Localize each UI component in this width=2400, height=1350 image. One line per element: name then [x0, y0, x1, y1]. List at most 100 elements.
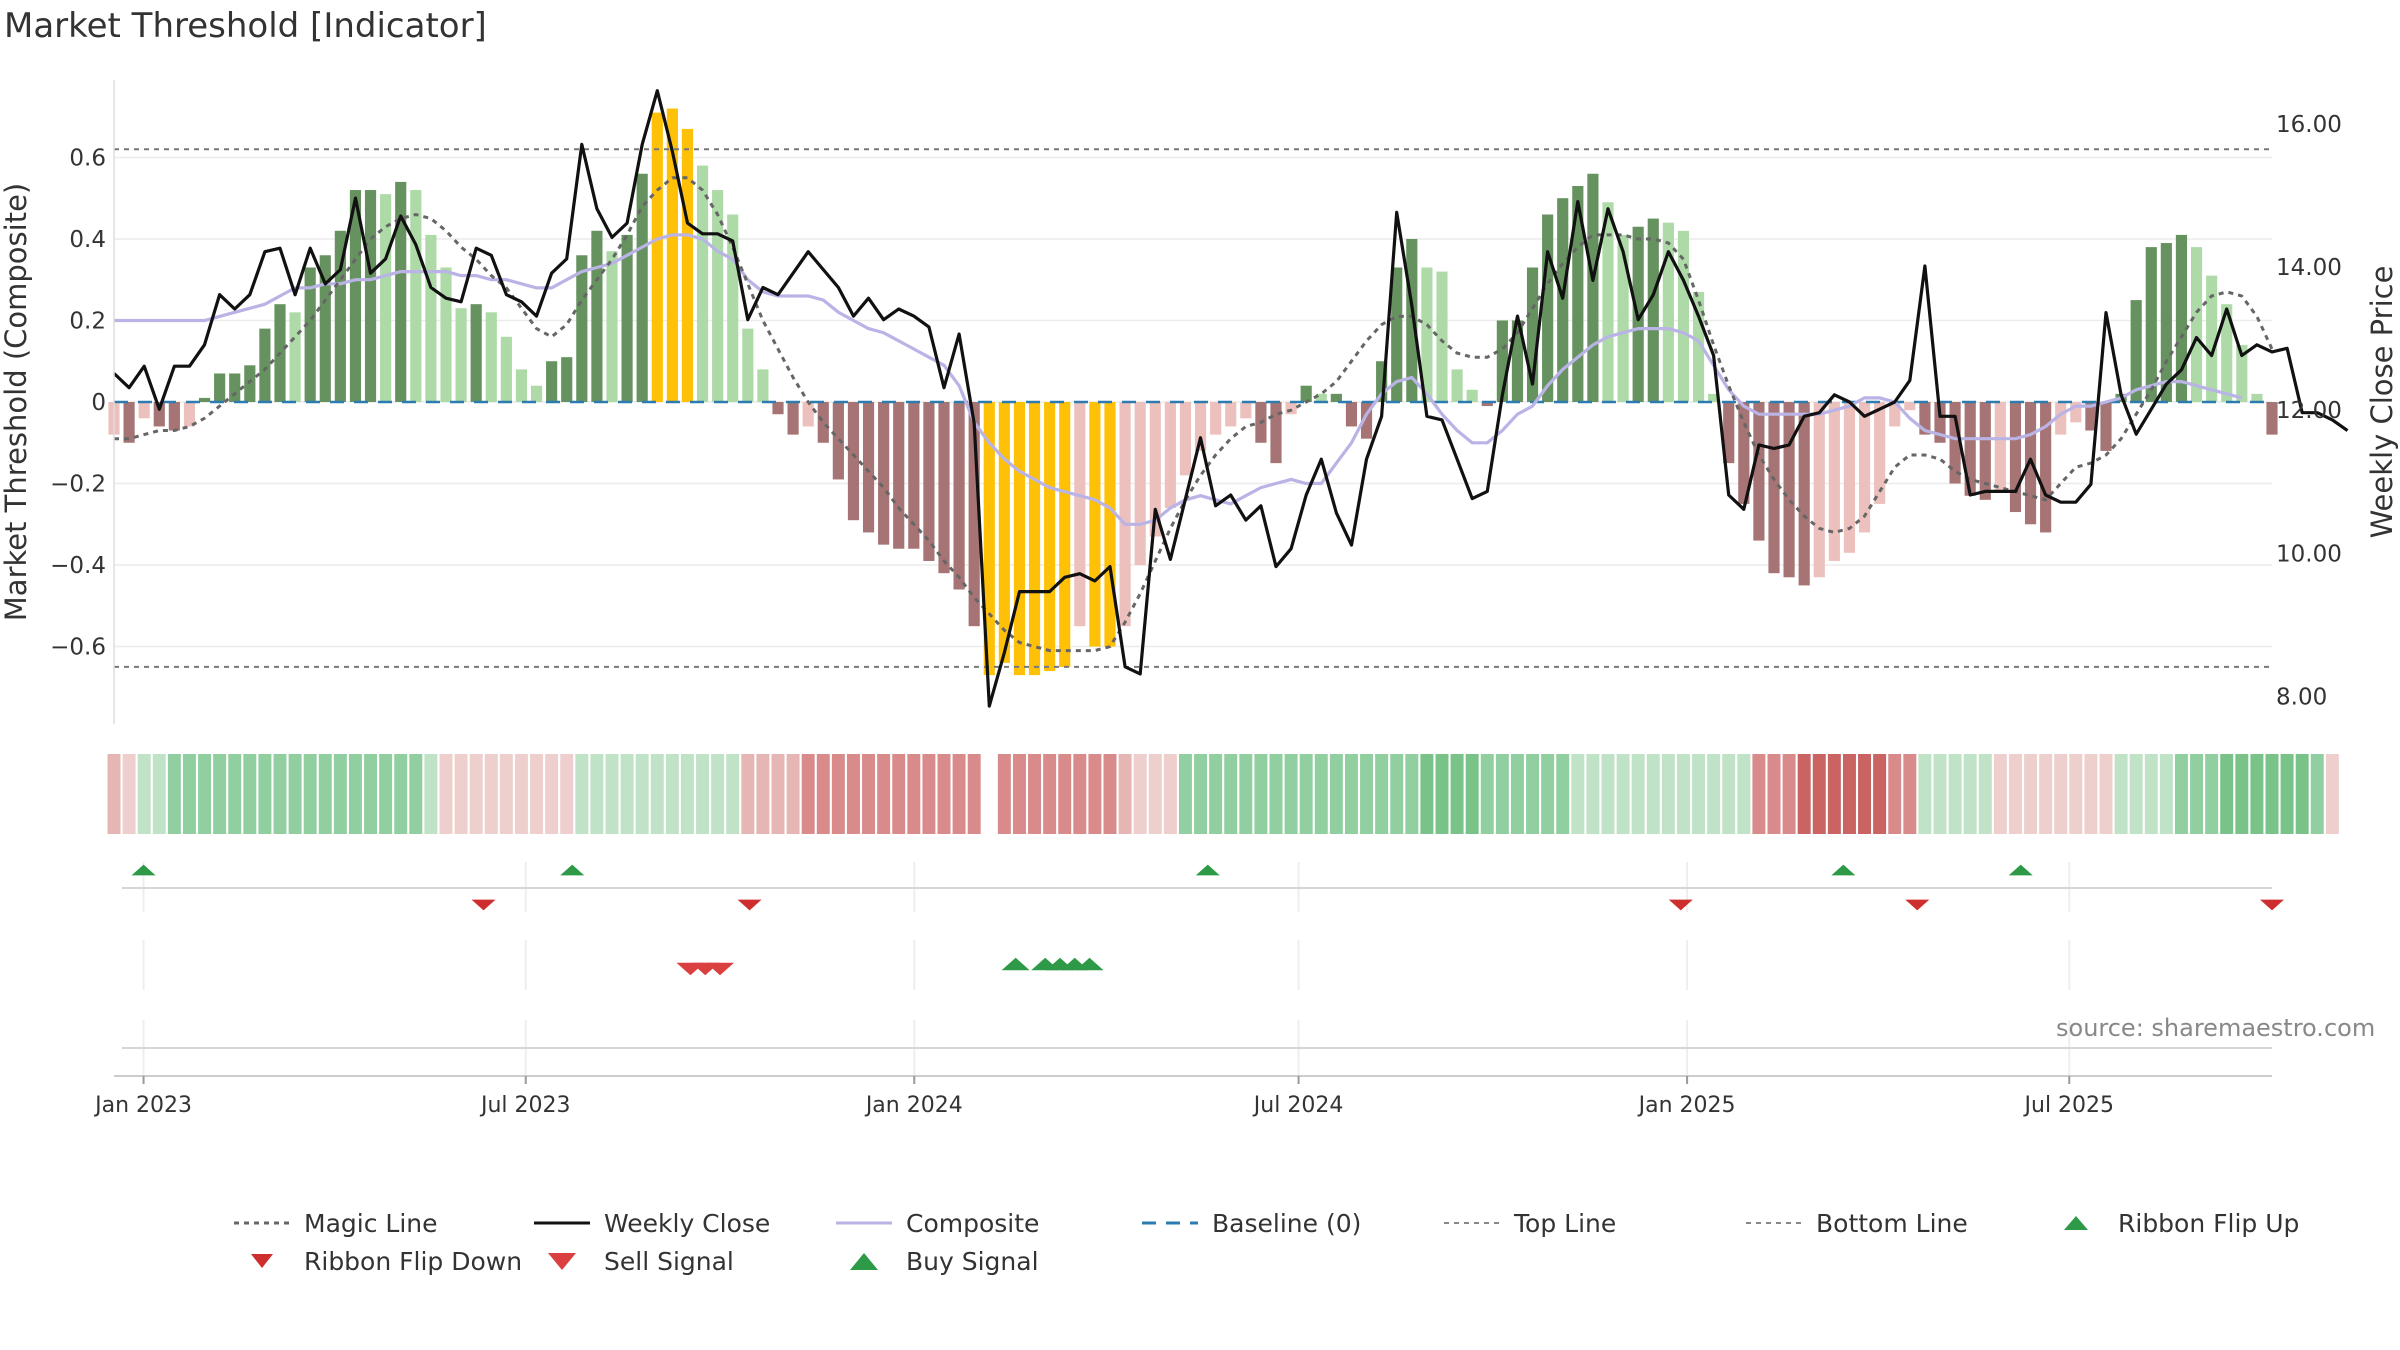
composite-bar: [2160, 243, 2172, 402]
ribbon-cell: [484, 754, 498, 834]
composite-bar: [470, 304, 482, 402]
composite-bar: [259, 328, 271, 402]
composite-bar: [440, 267, 452, 402]
composite-bar: [1360, 402, 1373, 439]
ribbon-cell: [892, 754, 906, 834]
composite-bar: [1904, 402, 1916, 411]
composite-bar: [425, 234, 437, 402]
ribbon-cell: [228, 754, 242, 834]
ribbon-cell: [2039, 754, 2053, 834]
composite-bar: [138, 402, 150, 419]
composite-bar: [1949, 402, 1961, 484]
composite-bar: [712, 190, 724, 402]
composite-bar: [515, 369, 528, 402]
ribbon-cell: [1993, 754, 2007, 834]
composite-bar: [1406, 238, 1418, 402]
legend-item-flip-up: Ribbon Flip Up: [2044, 1205, 2299, 1241]
ribbon-cell: [575, 754, 589, 834]
composite-bar: [500, 336, 512, 402]
composite-bar: [1451, 369, 1463, 402]
series-lines: [112, 89, 2349, 708]
composite-bar: [1391, 267, 1403, 402]
ribbon-cell: [907, 754, 921, 834]
ribbon-cell: [1058, 754, 1072, 834]
ribbon-cell: [816, 754, 830, 834]
ribbon-cell: [514, 754, 528, 834]
ribbon-cell: [1148, 754, 1162, 834]
legend-swatch-close: [534, 1221, 590, 1225]
ribbon-cell: [1676, 754, 1690, 834]
composite-bar: [787, 402, 799, 435]
composite-bar: [1134, 402, 1146, 566]
ribbon-cell: [1571, 754, 1585, 834]
page-title: Market Threshold [Indicator]: [4, 6, 487, 46]
ribbon-cell: [635, 754, 649, 834]
composite-bar: [153, 402, 165, 427]
legend-item-flip-down: Ribbon Flip Down: [230, 1243, 522, 1279]
legend-swatch-sell: [548, 1253, 576, 1270]
composite-bar: [334, 230, 346, 402]
legend-swatch-bottom: [1746, 1222, 1802, 1224]
ribbon-cell: [1163, 754, 1177, 834]
composite-bar: [546, 361, 558, 402]
legend-item-top: Top Line: [1440, 1205, 1616, 1241]
ribbon-strip: [107, 754, 2339, 834]
composite-bar: [2145, 247, 2157, 402]
composite-bar: [455, 308, 467, 402]
composite-bar: [1828, 402, 1840, 561]
ribbon-flip-down-marker: [1905, 899, 1930, 911]
ribbon-cell: [1103, 754, 1117, 834]
ribbon-cell: [2054, 754, 2068, 834]
ribbon-cell: [1948, 754, 1962, 834]
ribbon-cell: [182, 754, 196, 834]
legend-swatch-flip_down: [251, 1254, 273, 1268]
ribbon-cell: [1405, 754, 1419, 834]
composite-bar: [1466, 389, 1478, 402]
legend-item-sell: Sell Signal: [530, 1243, 734, 1279]
legend: Magic Line Weekly Close Composite Baseline …: [230, 1205, 2390, 1285]
composite-bar: [2009, 402, 2022, 513]
y-tick-label: 0.4: [69, 227, 106, 253]
ribbon-cell: [303, 754, 317, 834]
composite-bar: [1813, 402, 1825, 578]
ribbon-cell: [1903, 754, 1917, 834]
legend-swatch-buy: [850, 1253, 878, 1270]
composite-bar: [1602, 202, 1614, 402]
composite-bar: [968, 402, 980, 627]
legend-item-buy: Buy Signal: [832, 1243, 1039, 1279]
composite-bar: [878, 402, 890, 545]
composite-bar: [380, 194, 392, 402]
ribbon-cell: [258, 754, 272, 834]
composite-bar: [1119, 402, 1131, 627]
composite-bar: [2251, 393, 2263, 402]
ribbon-cell: [2280, 754, 2294, 834]
composite-bar: [1843, 402, 1856, 553]
composite-bar: [862, 402, 875, 533]
ribbon-flip-up-marker: [1195, 864, 1220, 876]
composite-bar: [666, 108, 678, 402]
ribbon-cell: [409, 754, 423, 834]
ribbon-cell: [2144, 754, 2158, 834]
ribbon-cell: [1737, 754, 1751, 834]
y2-axis-label: Weekly Close Price: [2365, 266, 2399, 539]
ribbon-cell: [2295, 754, 2309, 834]
composite-bar: [1979, 402, 1991, 500]
legend-swatch-composite: [836, 1221, 892, 1225]
ribbon-cell: [1933, 754, 1947, 834]
composite-bar: [1662, 222, 1674, 402]
ribbon-cell: [1375, 754, 1389, 834]
composite-bar: [1572, 185, 1584, 402]
composite-bar: [183, 402, 196, 427]
ribbon-cell: [967, 754, 981, 834]
buy-signal-marker: [1001, 957, 1030, 971]
ribbon-cell: [2174, 754, 2188, 834]
composite-bar: [1059, 402, 1071, 667]
composite-bar: [1617, 234, 1629, 402]
ribbon-cell: [1601, 754, 1615, 834]
ribbon-cell: [1495, 754, 1509, 834]
ribbon-cell: [545, 754, 559, 834]
ribbon-cell: [2024, 754, 2038, 834]
ribbon-cell: [1299, 754, 1313, 834]
ribbon-cell: [273, 754, 287, 834]
ribbon-cell: [1978, 754, 1992, 834]
